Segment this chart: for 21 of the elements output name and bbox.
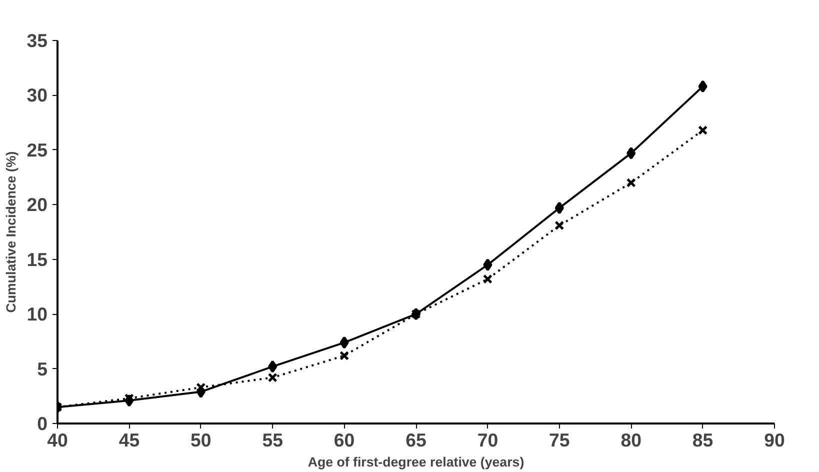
x-tick-label: 85 xyxy=(692,430,714,450)
x-axis-title: Age of first-degree relative (years) xyxy=(308,454,524,470)
x-tick-label: 45 xyxy=(118,430,140,450)
y-tick-label: 30 xyxy=(26,84,48,106)
x-tick-label: 60 xyxy=(334,430,355,450)
y-tick-label: 20 xyxy=(26,194,48,216)
x-tick-label: 55 xyxy=(262,430,283,450)
x-tick-label: 40 xyxy=(47,430,68,450)
x-tick-label: 80 xyxy=(620,430,642,450)
y-tick-label: 15 xyxy=(26,248,48,270)
x-tick-label: 70 xyxy=(477,430,498,450)
x-tick-label: 50 xyxy=(190,430,212,450)
y-tick-label: 10 xyxy=(26,304,48,325)
y-tick-label: 5 xyxy=(37,358,48,380)
x-tick-label: 75 xyxy=(549,430,570,450)
x-tick-label: 90 xyxy=(764,430,785,450)
y-tick-label: 35 xyxy=(26,30,48,51)
x-tick-label: 65 xyxy=(406,430,426,450)
y-axis-title: Cumulative Incidence (%) xyxy=(4,151,19,313)
y-tick-label: 0 xyxy=(37,413,48,434)
y-tick-label: 25 xyxy=(26,139,48,160)
